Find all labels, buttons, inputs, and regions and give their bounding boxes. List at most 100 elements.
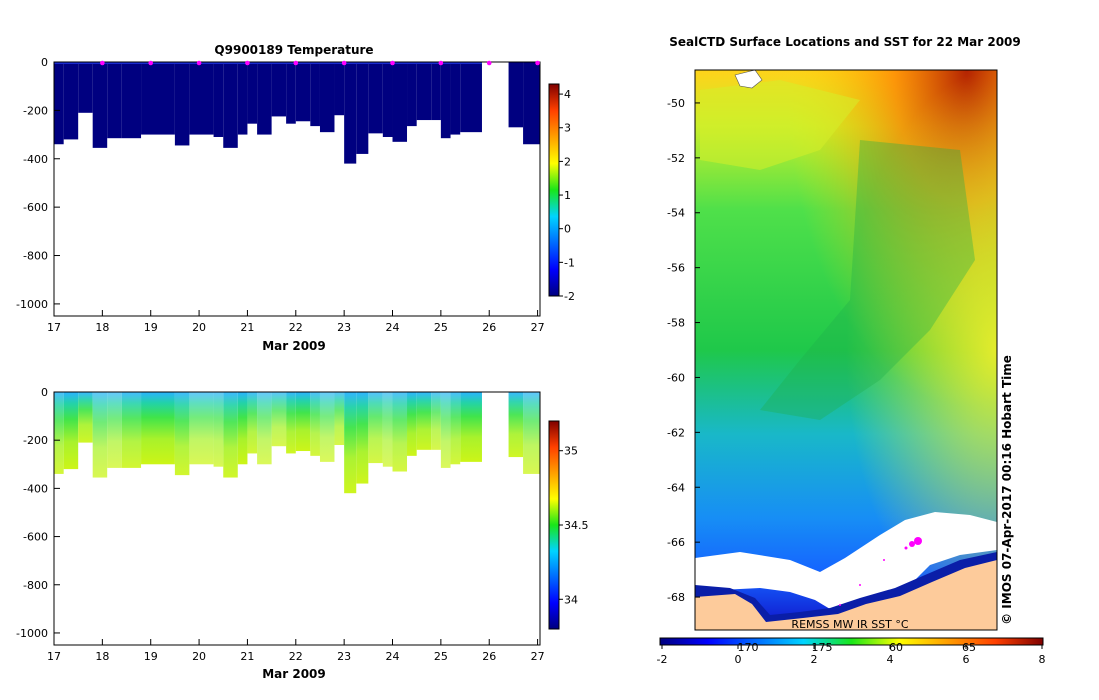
temperature-profile-column bbox=[295, 62, 311, 122]
salinity-profile-column bbox=[247, 392, 258, 454]
temperature-profile-column bbox=[257, 62, 272, 135]
temperature-profile-column bbox=[107, 62, 122, 139]
profile-marker bbox=[196, 60, 202, 66]
map-title: SealCTD Surface Locations and SST for 22… bbox=[669, 35, 1021, 49]
map-lat-label: -62 bbox=[667, 426, 685, 439]
temperature-profile-column bbox=[237, 62, 248, 135]
imos-timestamp-label: © IMOS 07-Apr-2017 00:16 Hobart Time bbox=[1000, 355, 1014, 625]
colorbar-tick-label: -1 bbox=[564, 256, 575, 269]
temperature-x-label: Mar 2009 bbox=[262, 339, 326, 353]
map-lat-label: -68 bbox=[667, 591, 685, 604]
salinity-profile-column bbox=[92, 392, 108, 478]
temperature-profile-column bbox=[407, 62, 417, 127]
map-lat-label: -52 bbox=[667, 152, 685, 165]
salinity-profile-column bbox=[271, 392, 287, 447]
temperature-profile-column bbox=[223, 62, 238, 148]
salinity-profile-column bbox=[407, 392, 417, 456]
sst-source-label: REMSS MW IR SST °C bbox=[791, 618, 908, 631]
salinity-profile-column bbox=[523, 392, 540, 474]
colorbar-tick-label: 34.5 bbox=[564, 519, 589, 532]
salinity-profile-column bbox=[460, 392, 482, 462]
salinity-profile-column bbox=[189, 392, 214, 465]
colorbar-tick-label: 4 bbox=[564, 88, 571, 101]
salinity-profile-column bbox=[286, 392, 296, 454]
x-tick-label: 25 bbox=[434, 321, 448, 334]
temperature-profile-column bbox=[416, 62, 432, 121]
salinity-profile-column bbox=[107, 392, 122, 468]
profile-marker bbox=[390, 60, 395, 66]
temperature-profile-column bbox=[271, 62, 287, 117]
profile-marker bbox=[245, 60, 250, 66]
colorbar-tick-label: 0 bbox=[564, 223, 571, 236]
x-tick-label: 27 bbox=[531, 650, 545, 663]
salinity-profile-column bbox=[141, 392, 175, 465]
salinity-profile-column bbox=[368, 392, 383, 464]
profile-marker bbox=[293, 60, 299, 66]
temperature-profile-column bbox=[174, 62, 190, 146]
temperature-profile-column bbox=[344, 62, 357, 164]
salinity-profile-column bbox=[237, 392, 248, 465]
temperature-plot-title: Q9900189 Temperature bbox=[214, 43, 373, 57]
sst-colorbar-label: -2 bbox=[657, 653, 668, 666]
map-lon-label: 170 bbox=[738, 641, 759, 654]
salinity-section-plot: 17 18 19 20 21 22 23 24 25 26 27 0 -200 -400 -600 -800 -… bbox=[16, 386, 588, 681]
temperature-profile-column bbox=[450, 62, 461, 135]
salinity-colorbar bbox=[548, 420, 560, 630]
sea-ice-region bbox=[695, 512, 997, 612]
x-tick-label: 24 bbox=[386, 321, 400, 334]
salinity-profile-column bbox=[392, 392, 408, 472]
salinity-profile-column bbox=[416, 392, 432, 450]
map-lat-label: -60 bbox=[667, 371, 685, 384]
salinity-profile-column bbox=[450, 392, 461, 465]
salinity-profile-column bbox=[174, 392, 190, 476]
temperature-profile-column bbox=[63, 62, 79, 140]
temperature-profile-column bbox=[392, 62, 408, 142]
profile-marker bbox=[341, 60, 347, 66]
profile-marker bbox=[438, 60, 444, 66]
x-tick-label: 20 bbox=[192, 650, 206, 663]
x-tick-label: 26 bbox=[482, 321, 496, 334]
temperature-profile-column bbox=[523, 62, 540, 145]
map-lat-label: -50 bbox=[667, 97, 685, 110]
temperature-profile-column bbox=[121, 62, 142, 139]
temperature-profile-column bbox=[92, 62, 108, 148]
map-lon-label: 60 bbox=[889, 641, 903, 654]
sst-colorbar-label: 0 bbox=[735, 653, 742, 666]
salinity-profile-column bbox=[310, 392, 320, 456]
salinity-profile-column bbox=[257, 392, 272, 465]
island-marker bbox=[734, 69, 763, 89]
map-lat-label: -66 bbox=[667, 536, 685, 549]
temperature-profile-column bbox=[460, 62, 482, 133]
salinity-profile-column bbox=[213, 392, 224, 467]
y-tick-label: -1000 bbox=[16, 298, 48, 311]
sst-colorbar-label: 8 bbox=[1039, 653, 1046, 666]
salinity-profile-column bbox=[121, 392, 142, 468]
salinity-profile-column bbox=[356, 392, 369, 484]
x-tick-label: 19 bbox=[144, 650, 158, 663]
y-tick-label: -800 bbox=[23, 250, 48, 263]
profile-marker bbox=[148, 60, 154, 66]
salinity-profile-column bbox=[334, 392, 345, 446]
salinity-x-label: Mar 2009 bbox=[262, 667, 326, 681]
x-tick-label: 23 bbox=[337, 650, 351, 663]
salinity-profile-column bbox=[54, 392, 64, 474]
temperature-profile-column bbox=[286, 62, 296, 124]
map-frame bbox=[694, 69, 998, 631]
x-tick-label: 25 bbox=[434, 650, 448, 663]
map-lon-label: 65 bbox=[962, 641, 976, 654]
colorbar-tick-label: 35 bbox=[564, 445, 578, 458]
temperature-profile-column bbox=[431, 62, 441, 121]
x-tick-label: 17 bbox=[47, 650, 61, 663]
temperature-profile-column bbox=[213, 62, 224, 137]
map-lat-label: -58 bbox=[667, 317, 685, 330]
temperature-profile-column bbox=[310, 62, 320, 127]
temperature-profile-column bbox=[189, 62, 214, 135]
salinity-profile-column bbox=[440, 392, 451, 468]
profile-marker bbox=[100, 60, 105, 66]
profile-marker bbox=[486, 60, 492, 66]
salinity-plot-frame bbox=[53, 391, 541, 646]
temperature-profile-column bbox=[319, 62, 335, 133]
temperature-profile-column bbox=[356, 62, 369, 154]
y-tick-label: -600 bbox=[23, 201, 48, 214]
